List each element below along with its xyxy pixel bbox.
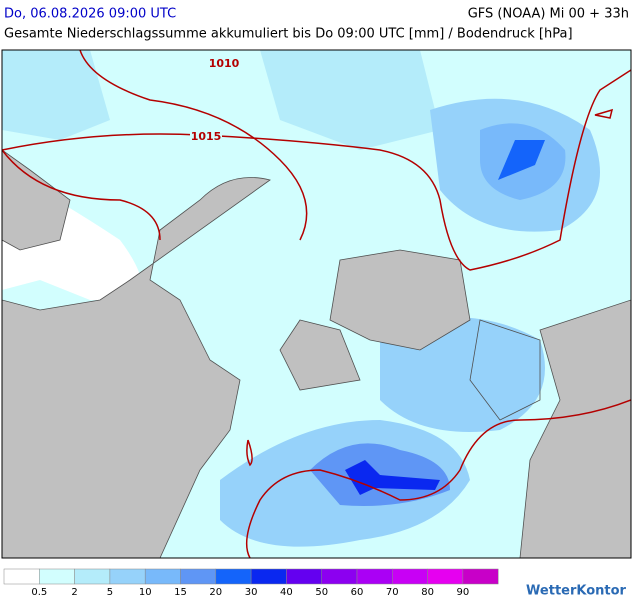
- legend-label: 70: [386, 587, 399, 598]
- legend-label: 50: [315, 587, 328, 598]
- legend-label: 15: [174, 587, 187, 598]
- precip-area: [260, 50, 440, 150]
- legend-swatch: [74, 568, 111, 585]
- legend-swatch: [392, 568, 428, 585]
- isobar: [2, 69, 631, 271]
- precip-area: [310, 443, 450, 506]
- isobar-label-bg: [208, 57, 240, 71]
- legend-label: 10: [139, 587, 152, 598]
- land: [279, 319, 361, 391]
- land: [519, 299, 631, 558]
- precip-area: [2, 50, 110, 140]
- header-date: Do, 06.08.2026 09:00 UTC: [4, 7, 176, 22]
- legend-swatch: [356, 568, 393, 585]
- legend-swatch: [286, 568, 322, 585]
- header-model: GFS (NOAA) Mi 00 + 33h: [468, 7, 629, 22]
- legend-swatch: [180, 568, 217, 585]
- map: 1010 1015: [1, 49, 632, 559]
- legend-swatch: [250, 568, 287, 585]
- logo: WetterKontor: [526, 584, 627, 599]
- legend-label: 20: [209, 587, 222, 598]
- land: [2, 50, 271, 558]
- map-frame: [1, 49, 632, 559]
- legend-swatch: [39, 568, 75, 585]
- header-subtitle: Gesamte Niederschlagssumme akkumuliert b…: [4, 27, 573, 42]
- isobar-label-bg: [190, 130, 222, 144]
- legend-swatch: [215, 568, 252, 585]
- isobar: [594, 108, 614, 119]
- land: [2, 149, 71, 251]
- legend-label: 30: [245, 587, 258, 598]
- legend-swatch: [109, 568, 146, 585]
- land: [329, 249, 471, 351]
- border: [469, 319, 541, 421]
- isobar: [2, 149, 161, 241]
- legend-swatch: [462, 568, 499, 585]
- legend-swatch: [144, 568, 181, 585]
- legend-swatch: [427, 568, 464, 585]
- isobar: [79, 50, 308, 241]
- legend-swatch: [3, 568, 40, 585]
- legend-label: 0.5: [31, 587, 47, 598]
- legend: 0.5 2 5 10 15 20 30 40 50 60 70 80 90: [3, 568, 499, 598]
- isobar: [245, 399, 631, 558]
- legend-label: 90: [457, 587, 470, 598]
- legend-label: 40: [280, 587, 293, 598]
- isobar-label: 1010: [209, 57, 240, 70]
- precip-area: [498, 140, 545, 180]
- legend-label: 5: [107, 587, 113, 598]
- isobar: [246, 439, 253, 467]
- legend-swatch: [321, 568, 358, 585]
- legend-label: 2: [71, 587, 77, 598]
- legend-label: 60: [351, 587, 364, 598]
- legend-label: 80: [421, 587, 434, 598]
- isobar-label: 1015: [191, 130, 222, 143]
